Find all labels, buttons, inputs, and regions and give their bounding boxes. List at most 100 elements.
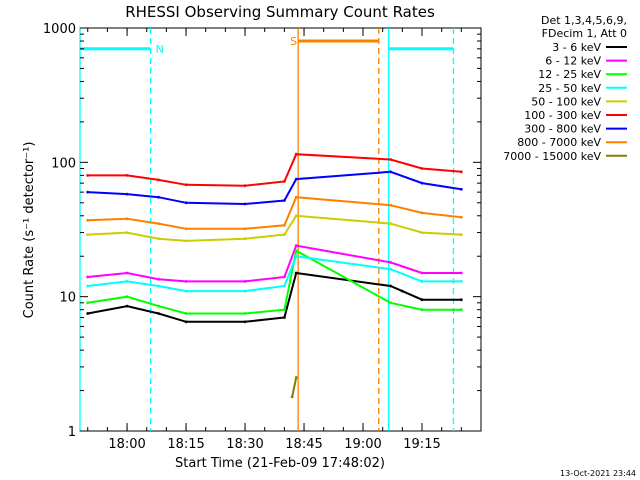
series-point [283, 275, 286, 279]
series-point [389, 267, 392, 271]
legend-label: 6 - 12 keV [545, 55, 601, 68]
x-tick-label: 18:15 [167, 437, 204, 452]
series-point [420, 231, 424, 235]
series-point [420, 167, 424, 170]
x-tick-label: 18:45 [285, 437, 322, 452]
series-point [86, 301, 90, 305]
chart-title: RHESSI Observing Summary Count Rates [125, 3, 435, 21]
series-point [86, 174, 90, 177]
series-point [389, 222, 392, 226]
series-point [283, 199, 286, 202]
y-tick-label: 10 [59, 291, 76, 306]
series-point [157, 312, 160, 315]
series-point [86, 218, 90, 222]
series-point [400, 289, 404, 293]
legend-label: 7000 - 15000 keV [503, 150, 601, 163]
legend-label: 50 - 100 keV [531, 95, 601, 108]
legend-label: 25 - 50 keV [538, 82, 601, 95]
series-point [420, 280, 424, 283]
series-point [184, 280, 188, 283]
series-point [294, 195, 298, 199]
series-point [294, 271, 298, 275]
plot-frame [79, 27, 482, 432]
series-point [86, 275, 90, 279]
series-line-3 [87, 255, 462, 293]
series-point [389, 301, 392, 305]
series-point [459, 233, 463, 237]
y-tick-label: 100 [51, 156, 76, 171]
series-point [184, 239, 188, 243]
series-point [294, 249, 298, 253]
series-point [125, 295, 129, 299]
series-point [290, 395, 294, 399]
series-point [243, 312, 247, 315]
x-tick-label: 18:30 [226, 437, 263, 452]
series-point [125, 271, 129, 275]
series-line-4 [87, 214, 462, 242]
series-point [125, 174, 129, 177]
series-point [86, 190, 90, 194]
legend-header-line2: FDecim 1, Att 0 [542, 27, 627, 40]
series-point [283, 284, 286, 288]
series-point [86, 312, 90, 315]
legend-label: 12 - 25 keV [538, 68, 601, 81]
series-point [459, 187, 463, 191]
y-tick-label: 1000 [43, 22, 76, 37]
legend-label: 100 - 300 keV [524, 109, 601, 122]
series-point [283, 223, 286, 227]
x-tick-label: 19:00 [344, 437, 381, 452]
series-point [294, 254, 298, 258]
series-point [184, 201, 188, 205]
series-point [184, 183, 188, 187]
series-point [157, 178, 160, 182]
series-point [125, 192, 129, 196]
series-point [157, 222, 160, 226]
legend-label: 3 - 6 keV [552, 41, 601, 54]
series-line-5 [87, 153, 462, 187]
series-point [294, 244, 298, 248]
series-line-2 [87, 249, 462, 315]
series-point [243, 184, 247, 188]
series-point [243, 280, 247, 283]
x-axis-label: Start Time (21-Feb-09 17:48:02) [175, 456, 385, 471]
timestamp: 13-Oct-2021 23:44 [560, 469, 636, 478]
series-point [420, 271, 424, 275]
series-point [243, 202, 247, 206]
series-point [125, 231, 129, 235]
series-point [459, 298, 463, 302]
series-point [459, 170, 463, 174]
flag-label-S: S [290, 35, 297, 48]
legend: Det 1,3,4,5,6,9, FDecim 1, Att 0 3 - 6 k… [503, 14, 627, 163]
y-tick-label: 1 [68, 425, 76, 440]
series-point [243, 227, 247, 231]
series-point [459, 271, 463, 275]
legend-header-line1: Det 1,3,4,5,6,9, [541, 14, 627, 27]
series-point [157, 284, 160, 288]
x-tick-label: 18:00 [108, 437, 145, 452]
series-point [294, 152, 298, 156]
series-point [294, 177, 298, 181]
legend-label: 800 - 7000 keV [517, 136, 601, 149]
series-point [294, 376, 298, 379]
y-axis-label: Count Rate (s⁻¹ detector⁻¹) [22, 142, 37, 319]
series-point [389, 261, 392, 264]
series-point [157, 195, 160, 199]
series-point [243, 237, 247, 241]
series-point [389, 158, 392, 161]
series-point [283, 308, 286, 312]
flag-label-N: N [156, 43, 164, 56]
series-point [389, 203, 392, 207]
series-point [283, 180, 286, 183]
series-point [86, 284, 90, 288]
series-point [420, 211, 424, 215]
series-point [283, 316, 286, 319]
series-point [157, 304, 160, 308]
series-point [125, 304, 129, 308]
series-point [125, 280, 129, 283]
series-line-1 [87, 244, 462, 283]
x-tick-label: 19:15 [403, 437, 440, 452]
series-point [420, 181, 424, 185]
series-point [389, 284, 392, 288]
series-point [459, 308, 463, 312]
